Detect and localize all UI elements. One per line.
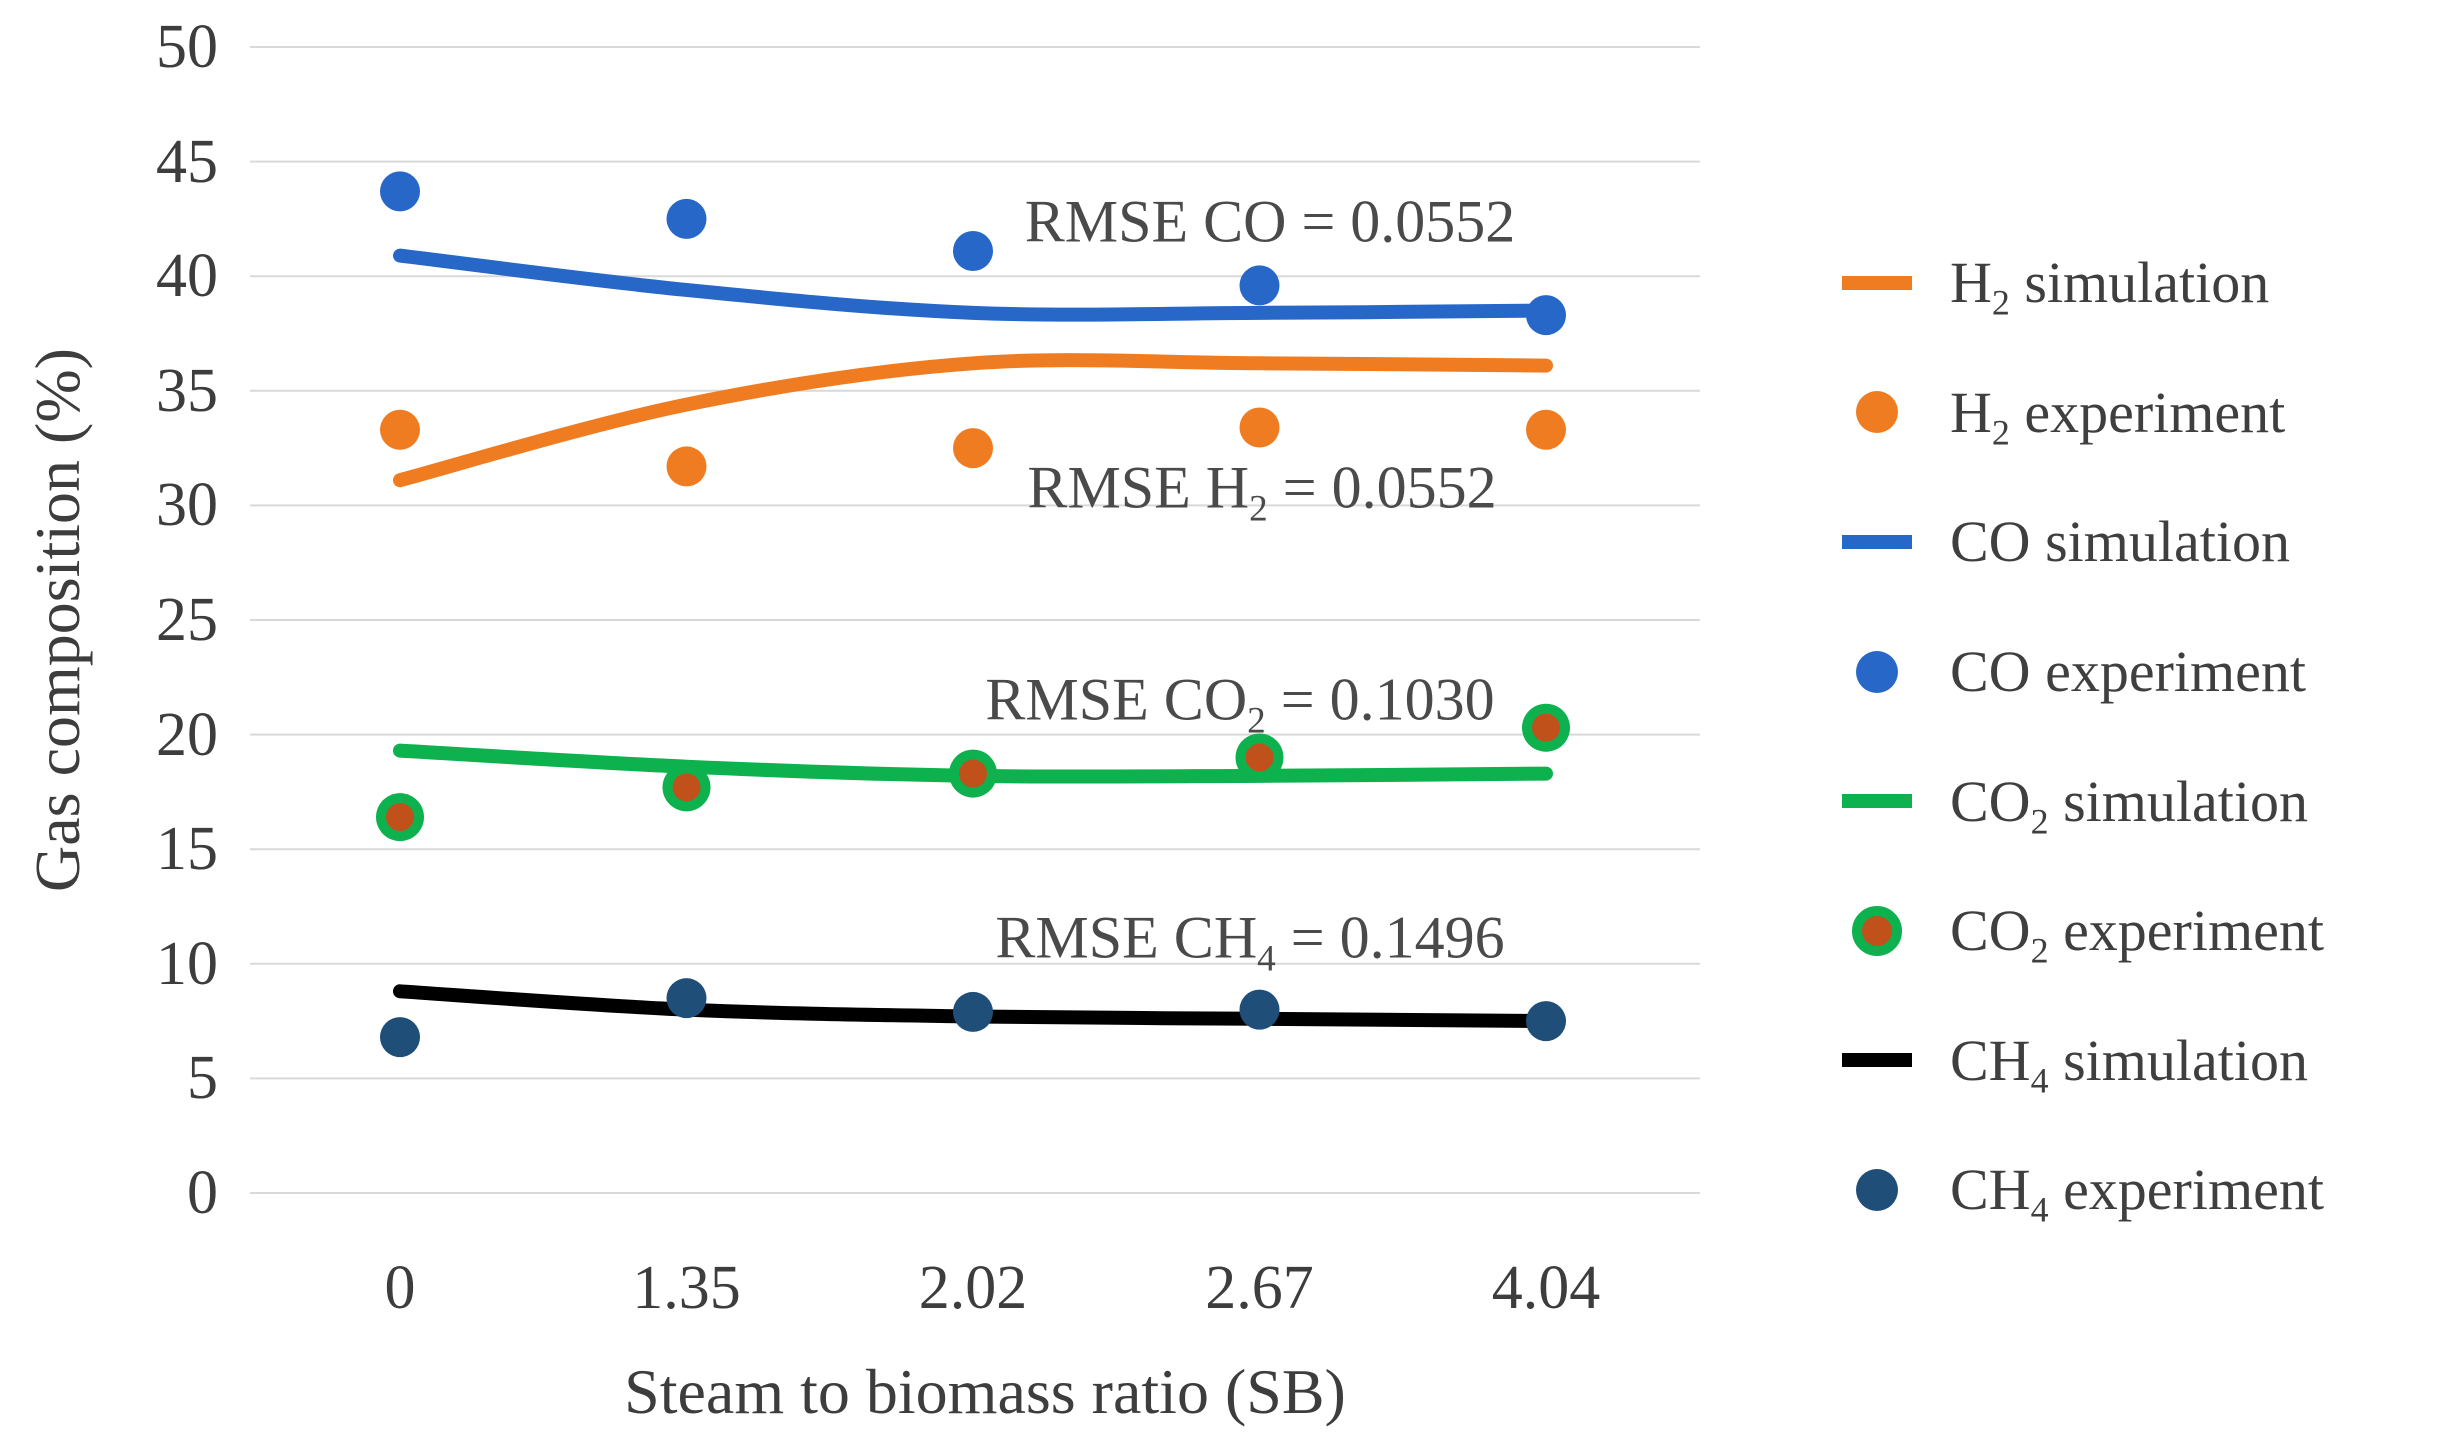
x-tick-label-2-02: 2.02 xyxy=(918,1254,1028,1322)
x-axis-title: Steam to biomass ratio (SB) xyxy=(624,1356,1346,1427)
ch4-simulation-line-swatch-icon xyxy=(1842,1053,1912,1068)
co-simulation-line-swatch-icon xyxy=(1842,534,1912,549)
co2-simulation-line-swatch-icon xyxy=(1842,794,1912,809)
h2-experiment-dot-swatch-icon xyxy=(1856,391,1898,434)
data-point-co2-experiment-1 xyxy=(672,773,701,802)
legend-label: CH4 simulation xyxy=(1950,1027,2308,1101)
y-tick-label-15: 15 xyxy=(156,815,218,884)
data-point-ch4-experiment-1 xyxy=(666,978,707,1019)
y-tick-label-10: 10 xyxy=(156,929,218,998)
data-point-h2-experiment-1 xyxy=(666,446,707,487)
legend-item-co2-simulation: CO2 simulation xyxy=(1842,736,2452,866)
data-point-co-experiment-2 xyxy=(953,230,993,271)
data-point-co-experiment-4 xyxy=(1526,295,1566,336)
y-tick-label-40: 40 xyxy=(156,242,218,311)
x-tick-label-4-04: 4.04 xyxy=(1491,1254,1601,1322)
y-tick-label-20: 20 xyxy=(156,700,218,769)
legend-label: CH4 experiment xyxy=(1950,1157,2324,1231)
x-tick-label-2-67: 2.67 xyxy=(1205,1254,1314,1322)
data-point-ch4-experiment-3 xyxy=(1239,989,1280,1030)
data-point-ch4-experiment-4 xyxy=(1526,1001,1566,1042)
legend: H2 simulation H2 experiment CO simulatio… xyxy=(1842,218,2452,1255)
y-tick-label-0: 0 xyxy=(187,1159,218,1227)
data-point-co-experiment-0 xyxy=(380,171,420,212)
data-point-h2-experiment-4 xyxy=(1526,409,1566,450)
data-point-co-experiment-1 xyxy=(666,198,707,239)
legend-label: H2 simulation xyxy=(1950,250,2270,323)
legend-label: CO experiment xyxy=(1950,639,2306,705)
legend-item-co-simulation: CO simulation xyxy=(1842,477,2452,607)
data-point-co2-experiment-4 xyxy=(1532,713,1560,742)
series-line-h2-simulation xyxy=(393,353,1553,488)
series-line-co-simulation xyxy=(393,248,1553,322)
data-point-h2-experiment-0 xyxy=(380,409,420,450)
legend-item-h2-experiment: H2 experiment xyxy=(1842,348,2452,478)
annotation-rmse-co2: RMSE CO2 = 0.1030 xyxy=(985,666,1495,742)
data-point-co-experiment-3 xyxy=(1239,265,1280,306)
legend-item-ch4-simulation: CH4 simulation xyxy=(1842,996,2452,1126)
legend-item-ch4-experiment: CH4 experiment xyxy=(1842,1125,2452,1255)
data-point-co2-experiment-0 xyxy=(386,803,414,832)
annotation-rmse-co: RMSE CO = 0.0552 xyxy=(1024,188,1516,255)
y-axis-title: Gas composition (%) xyxy=(22,348,93,892)
legend-item-h2-simulation: H2 simulation xyxy=(1842,218,2452,348)
legend-item-co-experiment: CO experiment xyxy=(1842,607,2452,737)
legend-label: CO2 experiment xyxy=(1950,898,2324,971)
data-point-h2-experiment-3 xyxy=(1239,407,1280,448)
annotation-rmse-h2: RMSE H2 = 0.0552 xyxy=(1027,454,1497,530)
y-tick-label-50: 50 xyxy=(156,13,218,81)
legend-item-co2-experiment: CO2 experiment xyxy=(1842,866,2452,996)
h2-simulation-line-swatch-icon xyxy=(1842,275,1912,290)
y-tick-label-25: 25 xyxy=(156,586,218,654)
co-experiment-dot-swatch-icon xyxy=(1856,650,1898,693)
x-tick-label-0: 0 xyxy=(384,1254,416,1322)
data-point-ch4-experiment-0 xyxy=(380,1017,420,1058)
co2-experiment-ring-dot-swatch-icon xyxy=(1852,905,1902,956)
y-tick-label-30: 30 xyxy=(156,471,218,540)
legend-label: CO2 simulation xyxy=(1950,768,2308,842)
ch4-experiment-dot-swatch-icon xyxy=(1856,1168,1898,1211)
data-point-co2-experiment-2 xyxy=(959,759,987,788)
annotation-rmse-ch4: RMSE CH4 = 0.1496 xyxy=(995,904,1505,980)
data-point-ch4-experiment-2 xyxy=(953,991,993,1032)
x-tick-label-1-35: 1.35 xyxy=(632,1254,741,1322)
y-tick-label-45: 45 xyxy=(156,127,218,196)
y-tick-label-35: 35 xyxy=(156,356,218,425)
data-point-co2-experiment-3 xyxy=(1245,743,1274,772)
data-point-h2-experiment-2 xyxy=(953,428,993,469)
legend-label: CO simulation xyxy=(1950,509,2290,575)
legend-label: H2 experiment xyxy=(1950,379,2286,453)
y-tick-label-5: 5 xyxy=(187,1044,218,1113)
